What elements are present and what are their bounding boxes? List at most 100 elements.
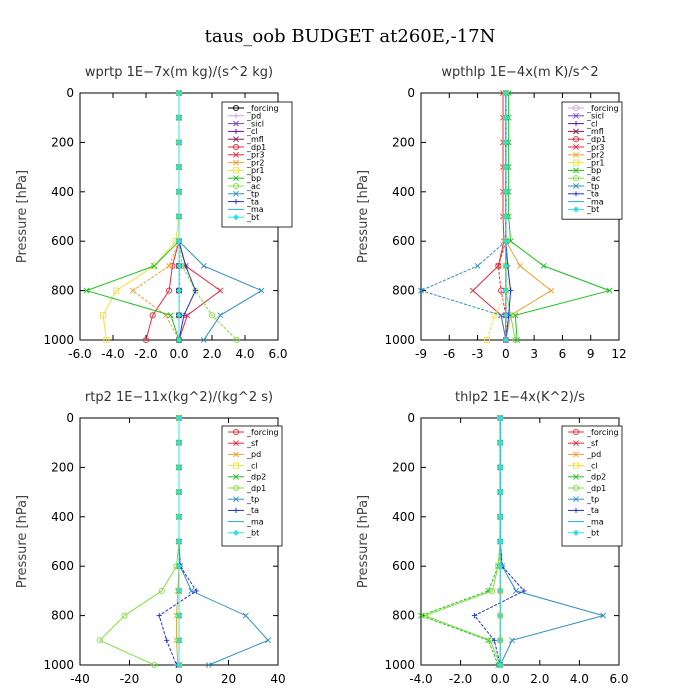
legend-label: _tp xyxy=(246,190,259,199)
data-point xyxy=(184,312,191,319)
legend-marker xyxy=(572,159,580,166)
legend-label: _pr2 xyxy=(586,151,604,160)
data-point xyxy=(175,414,183,422)
legend-marker xyxy=(232,143,240,151)
x-tick-label: 6.0 xyxy=(609,672,628,686)
data-point xyxy=(142,336,150,344)
series-line xyxy=(423,418,501,666)
legend-label: _ta xyxy=(246,197,259,206)
data-point xyxy=(483,336,491,344)
y-tick-label: 400 xyxy=(51,510,74,524)
series-line xyxy=(472,93,507,341)
y-tick-label: 800 xyxy=(392,609,415,623)
legend-label: _forcing xyxy=(246,428,279,437)
legend-marker xyxy=(233,507,239,513)
y-tick-label: 600 xyxy=(392,234,415,248)
series-pr3 xyxy=(176,90,224,343)
legend-marker xyxy=(573,128,579,135)
legend-marker xyxy=(572,136,580,143)
data-point xyxy=(491,637,497,643)
legend-marker xyxy=(233,190,239,197)
series-line xyxy=(131,93,180,341)
data-point xyxy=(158,587,165,594)
data-point xyxy=(502,114,509,121)
data-point xyxy=(497,538,504,545)
legend-box xyxy=(561,101,623,220)
data-point xyxy=(491,312,498,319)
legend-label: _dp2 xyxy=(246,473,266,482)
legend-marker xyxy=(233,136,239,143)
data-point xyxy=(509,637,515,644)
x-tick-label: 20 xyxy=(221,672,236,686)
series-line xyxy=(102,93,180,341)
legend-marker xyxy=(233,496,239,503)
chart-panel-3: rtp2 1E−11x(kg^2)/(kg^2 s) Pressure [hPa]… xyxy=(15,390,286,686)
x-tick-label: 2.0 xyxy=(530,672,549,686)
series-bt xyxy=(175,89,183,344)
series-dp1 xyxy=(96,414,183,669)
data-point xyxy=(164,637,170,643)
data-point xyxy=(471,613,478,619)
legend-label: _cl xyxy=(246,461,258,470)
x-tick-label: 3 xyxy=(530,347,538,361)
data-point xyxy=(502,213,509,220)
x-tick-label: -6.0 xyxy=(68,347,91,361)
data-point xyxy=(200,337,207,343)
data-point xyxy=(175,513,183,520)
y-tick-label: 400 xyxy=(392,510,415,524)
legend-label: _forcing xyxy=(246,104,279,113)
series-line xyxy=(505,93,552,341)
legend-marker xyxy=(233,113,239,119)
y-tick-label: 800 xyxy=(51,609,74,623)
data-point xyxy=(242,612,249,619)
legend-marker xyxy=(232,214,240,221)
data-point xyxy=(100,312,107,319)
x-tick-label: -2.0 xyxy=(449,672,472,686)
legend-marker xyxy=(233,159,239,166)
y-axis-title: Pressure [hPa] xyxy=(356,495,371,588)
data-point xyxy=(497,513,504,520)
y-tick-label: 400 xyxy=(51,185,74,199)
y-tick-label: 200 xyxy=(392,460,415,474)
data-point xyxy=(200,262,207,269)
legend-box xyxy=(561,425,623,547)
data-point xyxy=(175,637,183,644)
data-point xyxy=(502,139,509,146)
legend-label: _tp xyxy=(586,495,599,504)
x-tick-label: -9 xyxy=(415,347,427,361)
data-point xyxy=(418,287,424,294)
data-point xyxy=(169,262,176,269)
x-tick-label: 2.0 xyxy=(202,347,221,361)
series-line xyxy=(419,93,507,341)
y-tick-label: 200 xyxy=(51,135,74,149)
data-point xyxy=(183,263,189,269)
y-axis-title: Pressure [hPa] xyxy=(15,495,30,588)
legend-label: _tp xyxy=(586,182,599,191)
legend-label: _bp xyxy=(586,166,601,175)
data-point xyxy=(175,312,183,319)
data-point xyxy=(513,587,519,594)
data-point xyxy=(521,588,527,594)
legend-box xyxy=(221,425,283,547)
legend-label: _sf xyxy=(586,439,598,448)
data-point xyxy=(497,414,504,422)
data-point xyxy=(497,464,504,471)
legend-label: _pr1 xyxy=(586,158,604,167)
y-tick-label: 0 xyxy=(66,411,74,425)
legend-marker xyxy=(232,484,240,492)
legend-marker xyxy=(233,120,239,127)
series-line xyxy=(145,93,180,341)
legend-label: _ma xyxy=(586,197,604,206)
data-point xyxy=(502,238,509,245)
series-bt xyxy=(497,414,504,669)
data-point xyxy=(469,287,476,294)
data-point xyxy=(217,312,224,319)
legend-label: _tp xyxy=(246,495,259,504)
data-point xyxy=(149,312,156,319)
legend-label: _forcing xyxy=(586,428,619,437)
x-tick-label: -4.0 xyxy=(409,672,432,686)
x-tick-label: -4.0 xyxy=(101,347,124,361)
series-line xyxy=(419,418,501,666)
legend-marker xyxy=(233,151,239,158)
